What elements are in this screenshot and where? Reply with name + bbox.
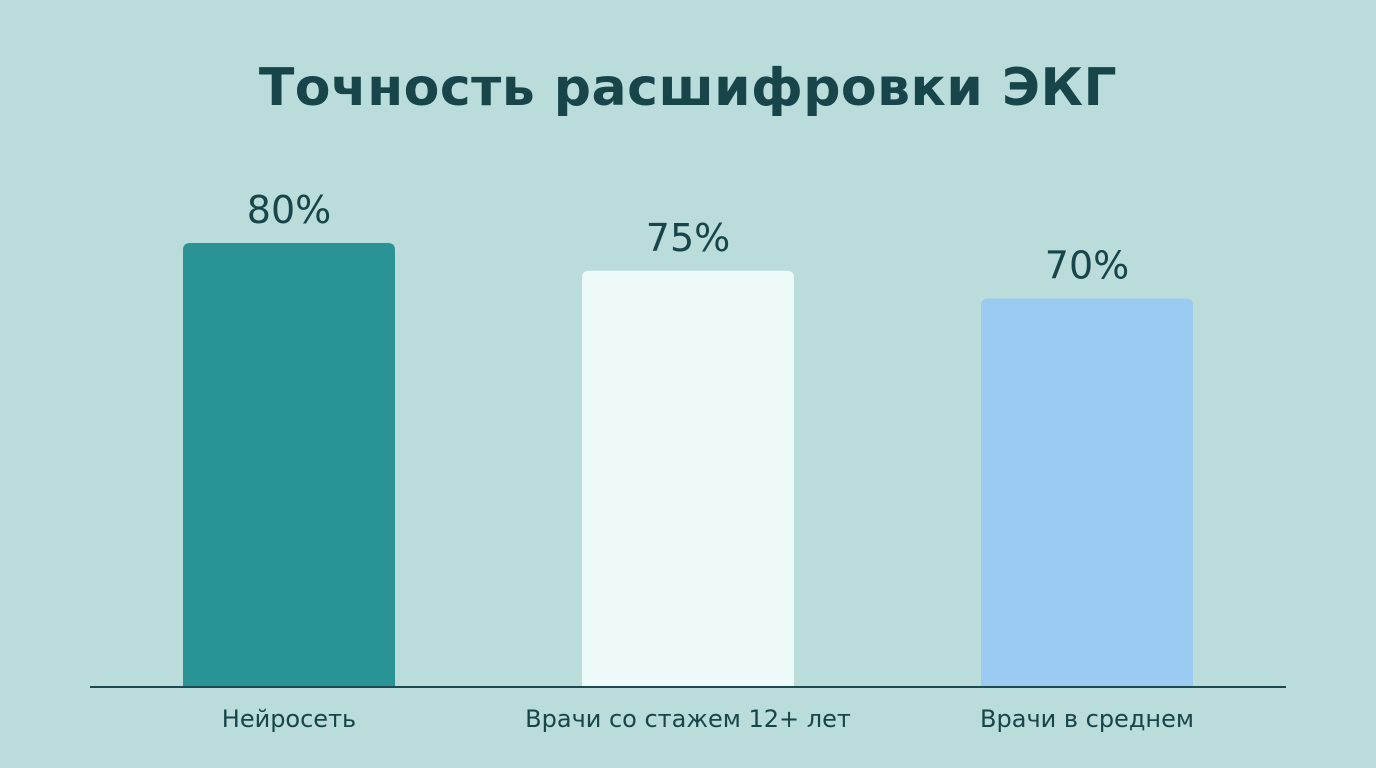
value-label-2: 75% — [646, 216, 730, 260]
bar-2 — [582, 270, 794, 687]
bars-group — [183, 243, 1193, 687]
bar-3 — [981, 298, 1193, 687]
chart-title: Точность расшифровки ЭКГ — [258, 58, 1118, 118]
bar-1 — [183, 243, 395, 687]
labels-group: 80% Нейросеть 75% Врачи со стажем 12+ лет 70… — [222, 188, 1194, 733]
category-label-2: Врачи со стажем 12+ лет — [525, 705, 851, 733]
category-label-3: Врачи в среднем — [980, 705, 1194, 733]
value-label-3: 70% — [1045, 244, 1129, 288]
category-label-1: Нейросеть — [222, 705, 356, 733]
value-label-1: 80% — [247, 188, 331, 232]
